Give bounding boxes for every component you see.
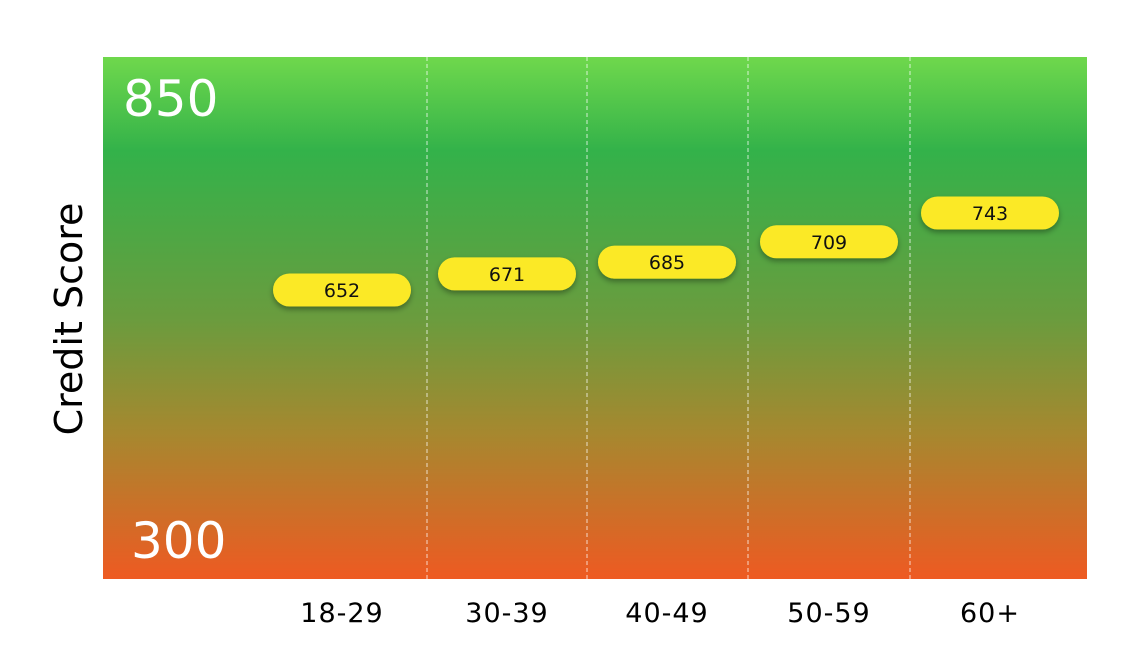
x-tick-label: 60+ [960, 598, 1020, 629]
score-marker-pill [598, 245, 736, 279]
data-point-30-39: 671 [438, 257, 576, 291]
x-tick-label: 40-49 [625, 598, 708, 629]
score-marker-pill [273, 273, 411, 307]
data-label: 743 [972, 203, 1008, 225]
score-marker-pill [760, 225, 898, 259]
data-label: 671 [489, 264, 525, 286]
score-marker-pill [438, 257, 576, 291]
data-point-60+: 743 [921, 196, 1059, 230]
data-point-40-49: 685 [598, 245, 736, 279]
score-marker-pill [921, 196, 1059, 230]
x-axis-tick-labels: 18-29 30-39 40-49 50-59 60+ [300, 598, 1020, 629]
data-label: 652 [324, 280, 360, 302]
data-markers: 652 671 685 709 743 [273, 196, 1059, 307]
x-tick-label: 50-59 [787, 598, 870, 629]
y-axis-min-label: 300 [131, 512, 226, 570]
data-label: 685 [649, 252, 685, 274]
y-axis-title: Credit Score [47, 203, 91, 436]
plot-area-background [103, 57, 1087, 579]
data-label: 709 [811, 232, 847, 254]
data-point-50-59: 709 [760, 225, 898, 259]
x-tick-label: 18-29 [300, 598, 383, 629]
data-point-18-29: 652 [273, 273, 411, 307]
x-tick-label: 30-39 [465, 598, 548, 629]
y-axis-max-label: 850 [123, 70, 218, 128]
grid-lines [426, 57, 911, 579]
